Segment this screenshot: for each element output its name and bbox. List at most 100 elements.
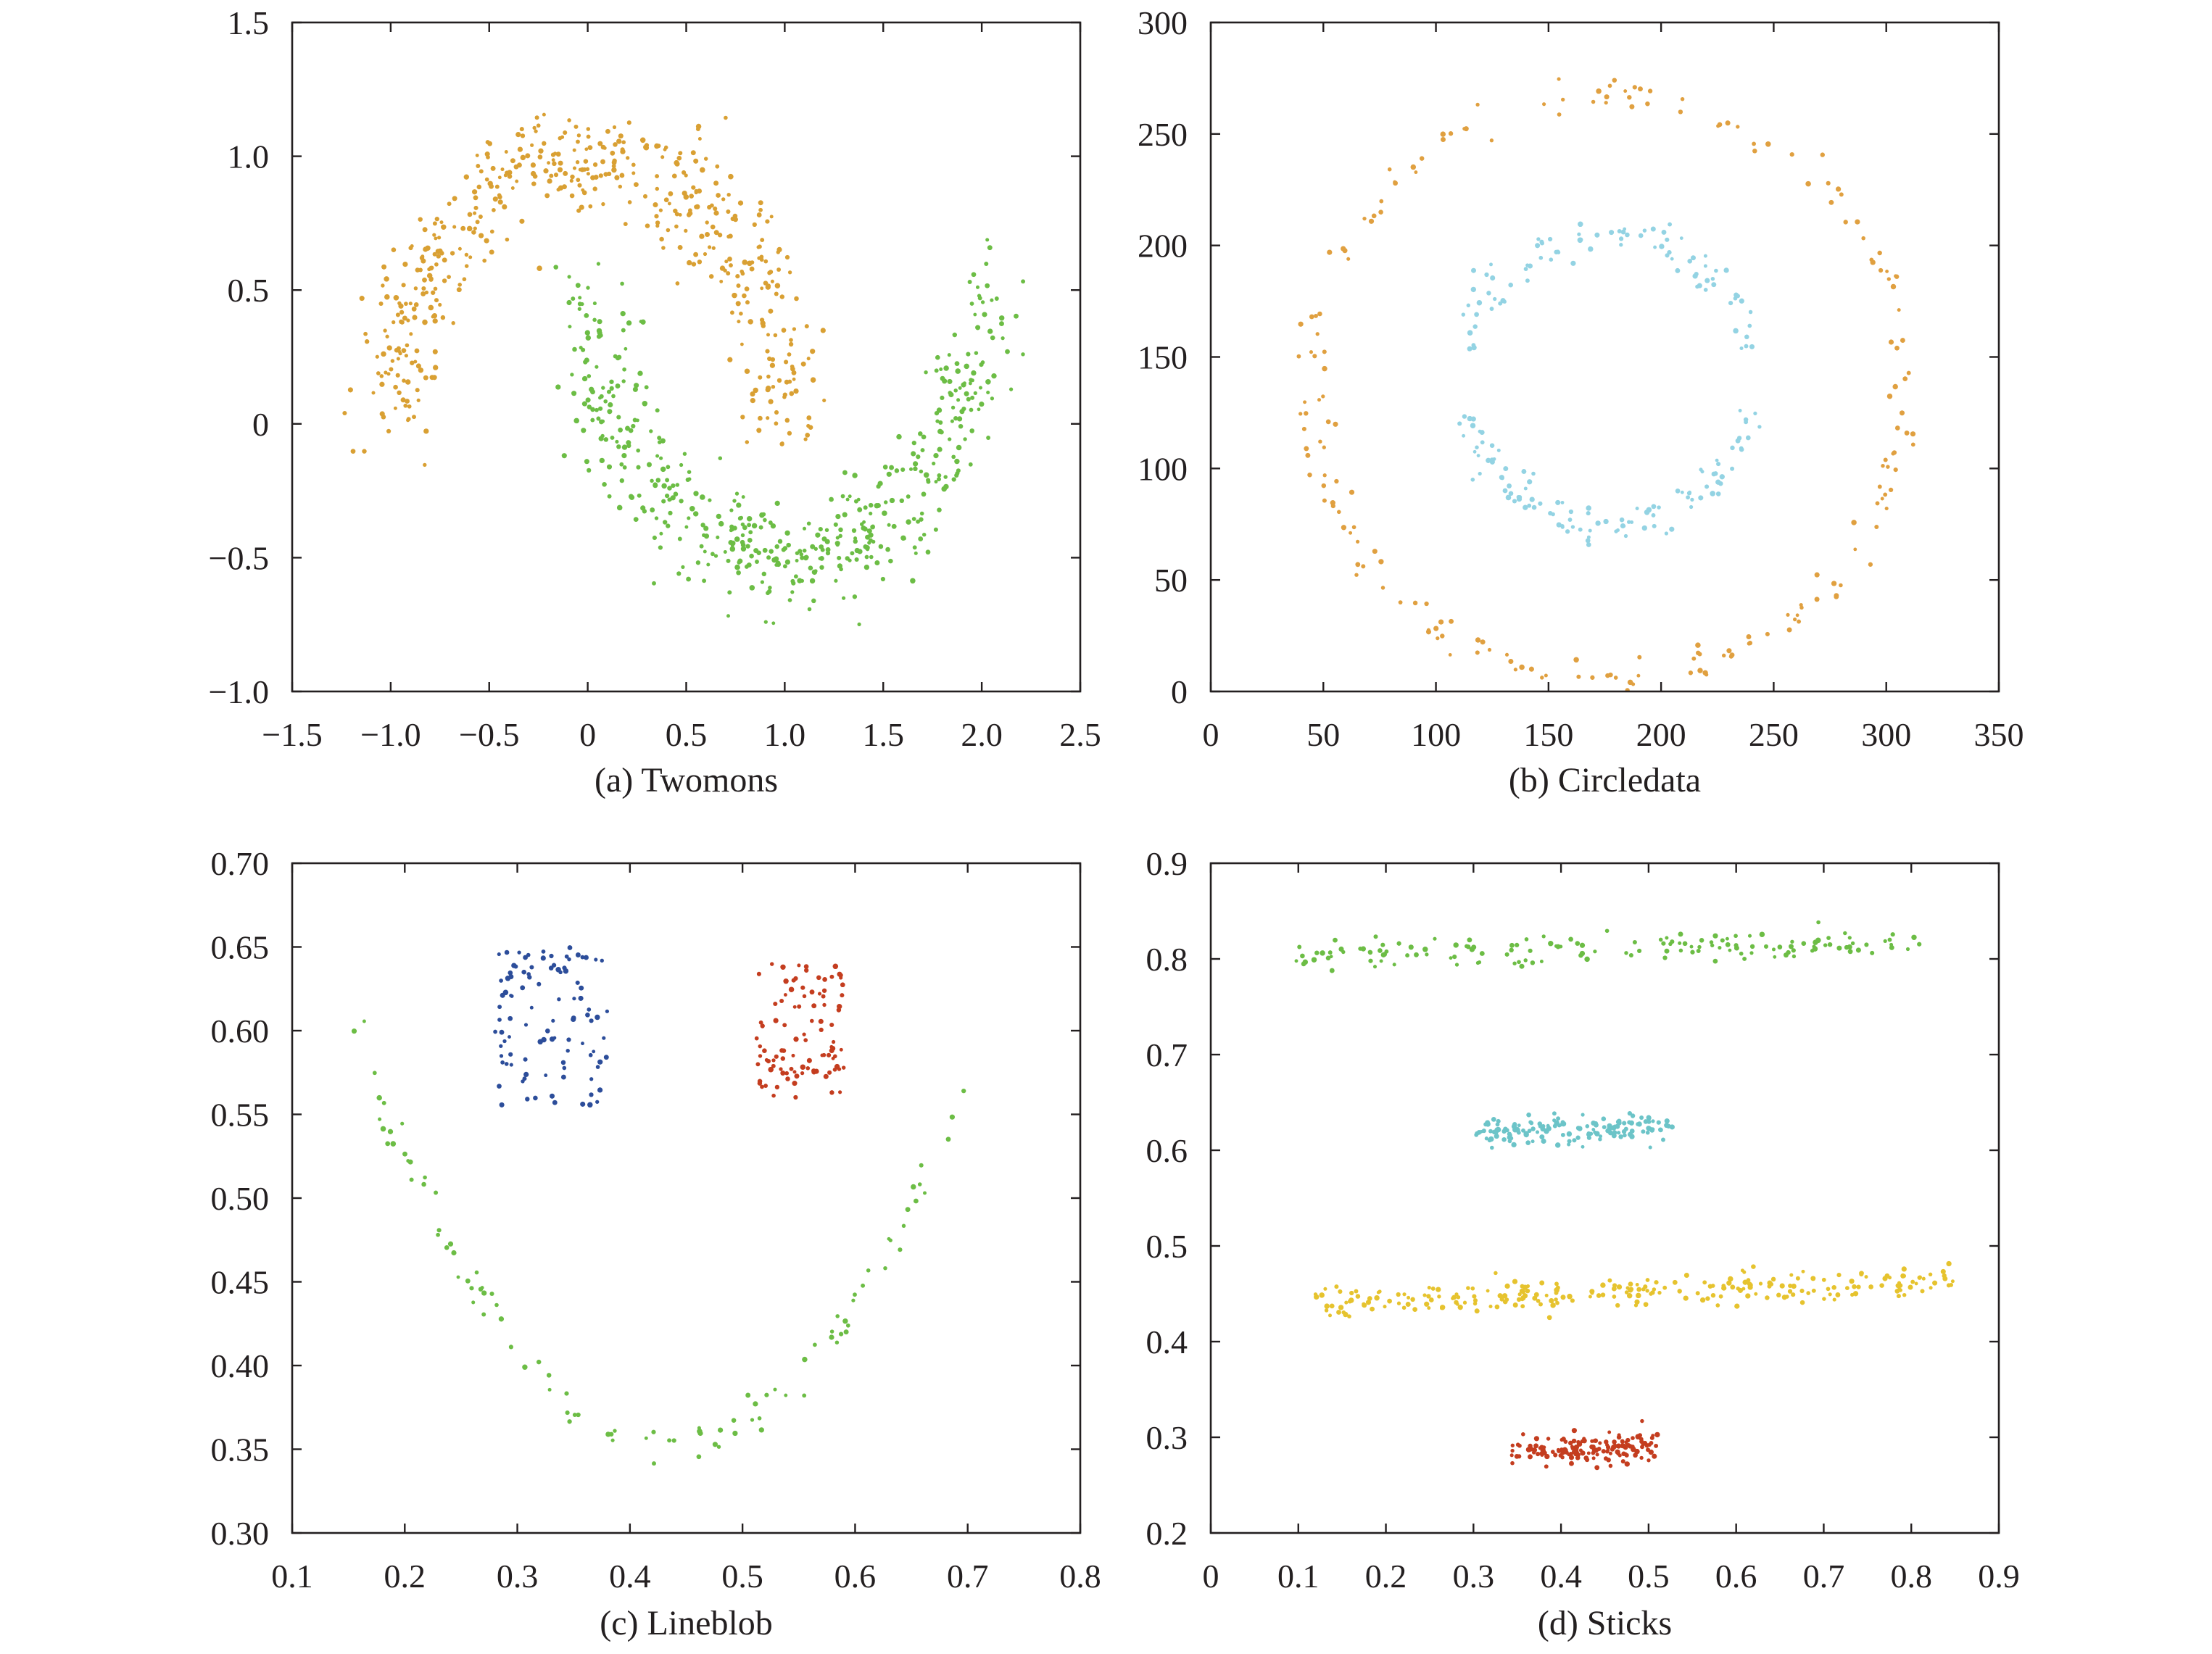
data-point — [744, 368, 750, 374]
data-point — [1662, 1285, 1668, 1290]
data-point — [786, 542, 791, 548]
data-point — [1474, 1132, 1479, 1137]
data-point — [758, 415, 763, 421]
data-point — [888, 1238, 892, 1242]
data-point — [870, 524, 875, 530]
y-tick-label: 50 — [1154, 562, 1188, 599]
data-point — [945, 1136, 951, 1142]
data-point — [428, 265, 434, 271]
data-point — [569, 178, 573, 183]
data-point — [1537, 1121, 1543, 1126]
data-point — [734, 491, 740, 496]
data-point — [1617, 229, 1622, 233]
data-point — [802, 526, 807, 531]
data-point — [1578, 221, 1583, 228]
data-point — [949, 1114, 956, 1120]
data-point — [432, 349, 438, 354]
data-point — [508, 1345, 513, 1350]
data-point — [612, 125, 617, 130]
data-point — [1859, 1271, 1864, 1276]
panel-caption-a: (a) Twomons — [595, 761, 778, 799]
data-point — [693, 158, 699, 164]
data-point — [1448, 652, 1452, 657]
data-point — [1535, 243, 1541, 249]
data-point — [519, 218, 525, 224]
data-point — [576, 139, 580, 144]
data-point — [622, 367, 626, 372]
data-point — [655, 224, 660, 228]
data-point — [1664, 531, 1669, 536]
data-point — [1584, 956, 1590, 963]
data-point — [1733, 934, 1738, 939]
data-point — [564, 954, 569, 959]
data-point — [379, 411, 385, 417]
data-point — [1322, 473, 1327, 478]
data-point — [1600, 1292, 1606, 1297]
data-point — [1615, 1443, 1622, 1449]
data-point — [1573, 1450, 1578, 1454]
data-point — [529, 1005, 534, 1010]
data-point — [922, 1191, 927, 1195]
data-point — [428, 277, 434, 282]
data-point — [1324, 1308, 1329, 1313]
data-point — [1635, 1282, 1639, 1287]
data-point — [1525, 1140, 1531, 1145]
data-point — [663, 145, 668, 150]
data-point — [1484, 1136, 1489, 1141]
data-point — [1649, 1127, 1655, 1133]
data-point — [673, 491, 679, 496]
data-point — [891, 523, 897, 529]
data-point — [447, 275, 451, 279]
data-point — [911, 451, 916, 457]
data-point — [456, 287, 462, 293]
data-point — [679, 462, 684, 467]
data-point — [576, 208, 581, 213]
data-point — [1790, 939, 1794, 944]
series-d-2 — [1474, 1110, 1675, 1150]
data-point — [1544, 1453, 1550, 1460]
data-point — [723, 550, 727, 554]
data-point — [1535, 1130, 1540, 1134]
data-point — [1835, 1292, 1841, 1297]
data-point — [1635, 1434, 1641, 1439]
data-point — [492, 208, 496, 212]
data-point — [1501, 1293, 1508, 1299]
data-point — [1517, 1454, 1522, 1459]
data-point — [655, 454, 660, 458]
data-point — [1907, 1284, 1913, 1290]
data-point — [362, 449, 367, 454]
data-point — [1371, 213, 1377, 219]
data-point — [706, 562, 711, 567]
data-point — [822, 398, 827, 402]
data-point — [557, 167, 563, 173]
data-point — [1849, 1279, 1855, 1284]
data-point — [943, 483, 949, 490]
data-point — [667, 486, 672, 491]
data-point — [1651, 1119, 1655, 1123]
data-point — [713, 554, 718, 558]
data-point — [756, 971, 761, 976]
data-point — [695, 560, 701, 565]
data-point — [1493, 296, 1497, 302]
data-point — [655, 478, 661, 483]
data-point — [1651, 504, 1657, 510]
y-tick-label: 0.30 — [211, 1515, 270, 1552]
data-point — [399, 320, 405, 325]
data-point — [1656, 1120, 1661, 1125]
data-point — [1897, 1281, 1902, 1285]
data-point — [774, 410, 779, 415]
data-point — [441, 224, 447, 230]
data-point — [1627, 1110, 1633, 1116]
data-point — [621, 453, 627, 459]
data-point — [716, 535, 720, 539]
data-point — [1629, 1134, 1635, 1139]
data-point — [721, 197, 726, 201]
data-point — [797, 963, 801, 968]
data-point — [1628, 1120, 1634, 1126]
data-point — [561, 453, 567, 459]
y-tick-label: 0.5 — [1146, 1228, 1188, 1265]
data-point — [829, 1048, 834, 1054]
data-point — [1718, 481, 1723, 486]
data-point — [829, 1090, 834, 1095]
data-point — [1298, 412, 1303, 416]
